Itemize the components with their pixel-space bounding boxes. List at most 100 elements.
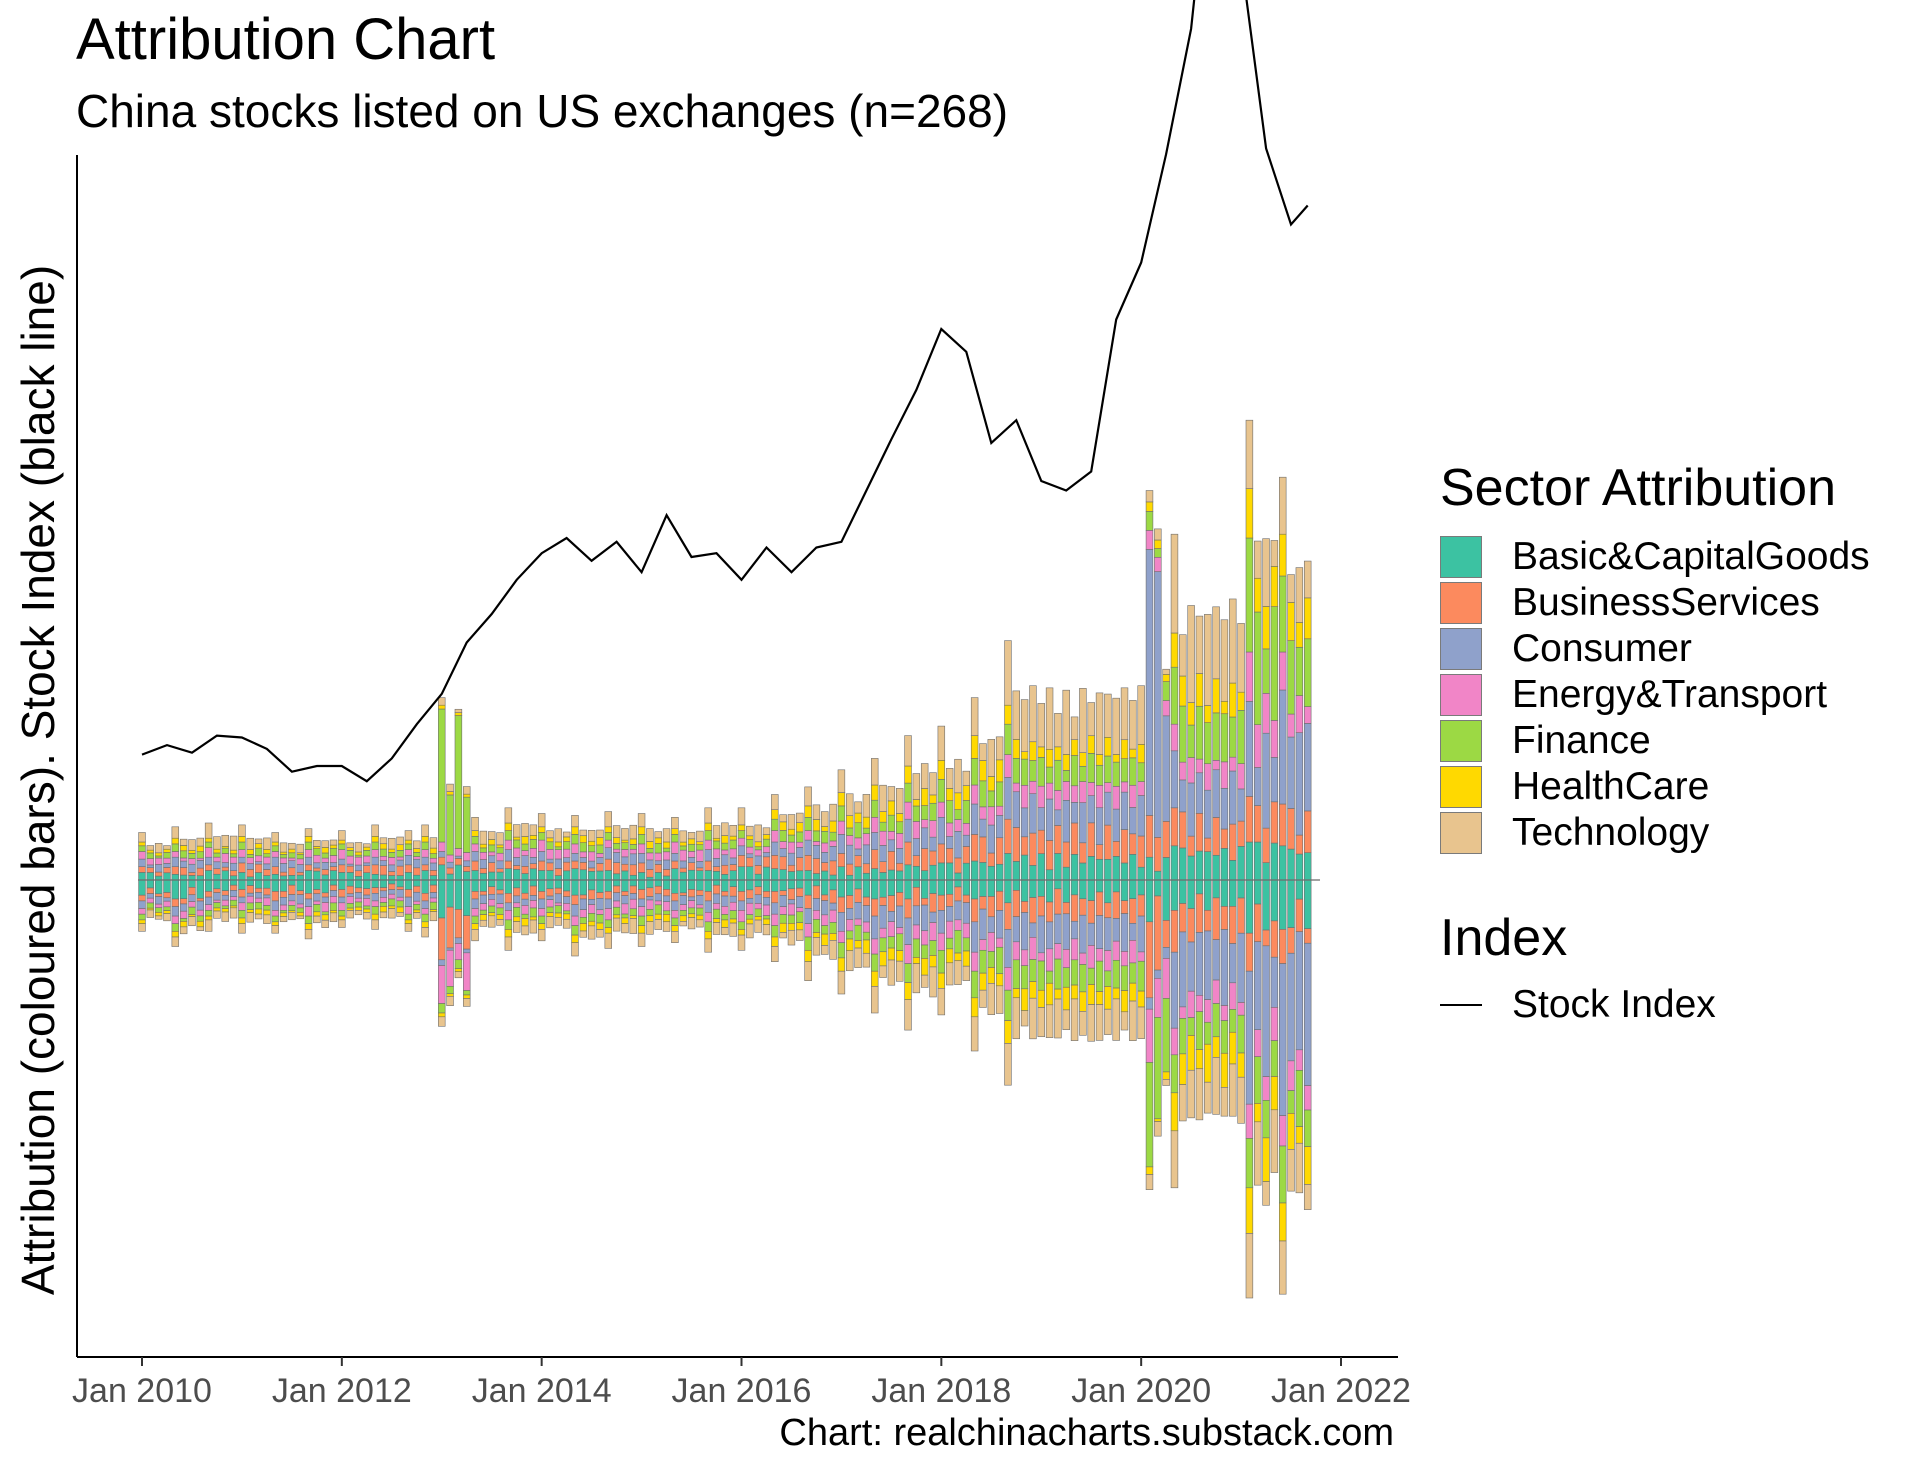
bar-segment-positive — [696, 830, 704, 843]
bar-segment-negative — [871, 953, 879, 972]
bar-segment-negative — [687, 889, 696, 898]
bar-segment-positive — [288, 857, 296, 862]
bar-segment-positive — [171, 856, 180, 868]
bar-segment-positive — [621, 839, 629, 843]
bar-segment-negative — [379, 897, 388, 903]
bar-segment-negative — [238, 923, 246, 934]
bar-segment-positive — [529, 863, 538, 870]
bar-segment-positive — [338, 849, 346, 860]
bar-segment-positive — [354, 854, 363, 858]
bar-segment-positive — [487, 851, 496, 857]
bar-segment-negative — [463, 915, 471, 950]
bar-segment-positive — [754, 849, 762, 857]
bar-segment-negative — [1262, 1137, 1270, 1182]
bar-segment-negative — [1187, 1017, 1195, 1036]
bar-segment-positive — [729, 864, 737, 871]
bar-segment-negative — [529, 885, 538, 896]
bar-segment-positive — [954, 831, 962, 859]
bar-segment-negative — [146, 902, 155, 909]
bar-segment-negative — [246, 909, 254, 913]
bar-segment-positive — [1187, 724, 1195, 758]
bar-segment-positive — [696, 870, 704, 881]
bar-segment-negative — [413, 900, 421, 905]
bar-segment-positive — [204, 822, 213, 839]
bar-segment-positive — [1245, 537, 1254, 653]
bar-segment-positive — [562, 841, 571, 850]
bar-segment-negative — [1054, 913, 1062, 944]
bar-segment-positive — [871, 784, 879, 801]
bar-segment-negative — [138, 919, 146, 925]
bar-segment-negative — [1187, 1069, 1195, 1119]
bar-segment-positive — [1104, 858, 1112, 881]
bar-segment-positive — [829, 831, 837, 842]
bar-segment-negative — [1004, 989, 1012, 1021]
bar-segment-positive — [812, 841, 821, 846]
bar-segment-positive — [954, 857, 962, 874]
bar-segment-positive — [721, 854, 729, 866]
bar-segment-positive — [537, 851, 546, 862]
bar-segment-positive — [704, 807, 712, 824]
bar-segment-negative — [579, 909, 588, 918]
bar-segment-negative — [404, 913, 413, 921]
bar-segment-negative — [721, 895, 729, 907]
bar-segment-positive — [945, 848, 954, 864]
bar-segment-negative — [621, 903, 629, 915]
bar-segment-negative — [979, 989, 987, 1008]
bar-segment-positive — [479, 847, 488, 853]
bar-segment-negative — [579, 923, 588, 932]
bar-segment-positive — [771, 854, 779, 869]
chart-title: Attribution Chart — [76, 7, 496, 72]
bar-segment-positive — [1287, 640, 1295, 715]
bar-segment-negative — [204, 879, 213, 892]
bar-segment-negative — [288, 879, 296, 886]
bar-segment-positive — [1220, 761, 1229, 789]
bar-segment-positive — [463, 793, 471, 798]
bar-segment-negative — [413, 885, 421, 893]
bar-segment-positive — [404, 854, 413, 866]
bar-segment-negative — [937, 879, 946, 896]
bar-segment-negative — [1112, 891, 1120, 919]
bar-segment-negative — [1020, 901, 1029, 913]
bar-segment-negative — [496, 903, 504, 909]
bar-segment-negative — [296, 894, 304, 905]
bar-segment-negative — [887, 911, 896, 922]
bar-segment-negative — [970, 951, 979, 972]
bar-segment-positive — [1020, 758, 1029, 786]
bar-segment-positive — [213, 868, 221, 875]
bar-segment-positive — [654, 872, 662, 881]
bar-segment-positive — [454, 715, 463, 849]
bar-segment-negative — [962, 937, 971, 952]
bar-segment-negative — [796, 911, 804, 924]
bar-segment-negative — [479, 894, 488, 904]
bar-segment-positive — [1054, 746, 1062, 761]
bar-segment-positive — [1070, 854, 1079, 881]
bar-segment-positive — [388, 857, 396, 866]
bar-segment-negative — [1062, 949, 1070, 969]
bar-segment-negative — [871, 986, 879, 1014]
bar-segment-positive — [1137, 762, 1145, 782]
bar-segment-positive — [1029, 760, 1037, 782]
bar-segment-positive — [388, 871, 396, 876]
bar-segment-positive — [887, 814, 896, 832]
bar-segment-negative — [879, 965, 887, 978]
bar-segment-negative — [696, 889, 704, 896]
x-tick-label: Jan 2020 — [1071, 1372, 1211, 1410]
bar-segment-negative — [846, 908, 854, 920]
bar-segment-positive — [1295, 732, 1304, 836]
bar-segment-negative — [937, 987, 946, 1016]
bar-segment-positive — [454, 712, 463, 716]
bar-segment-negative — [1279, 963, 1287, 1116]
bar-segment-positive — [812, 804, 821, 820]
bar-segment-negative — [338, 896, 346, 904]
bar-segment-negative — [313, 889, 321, 895]
bar-segment-negative — [371, 919, 379, 930]
bar-segment-negative — [654, 904, 662, 915]
bar-segment-negative — [746, 902, 754, 915]
bar-segment-negative — [188, 887, 196, 896]
bar-segment-negative — [995, 937, 1004, 948]
bar-segment-positive — [271, 845, 279, 852]
bar-segment-negative — [871, 915, 879, 940]
bar-segment-negative — [321, 914, 329, 921]
bar-segment-negative — [263, 879, 271, 889]
bar-segment-positive — [587, 829, 596, 842]
